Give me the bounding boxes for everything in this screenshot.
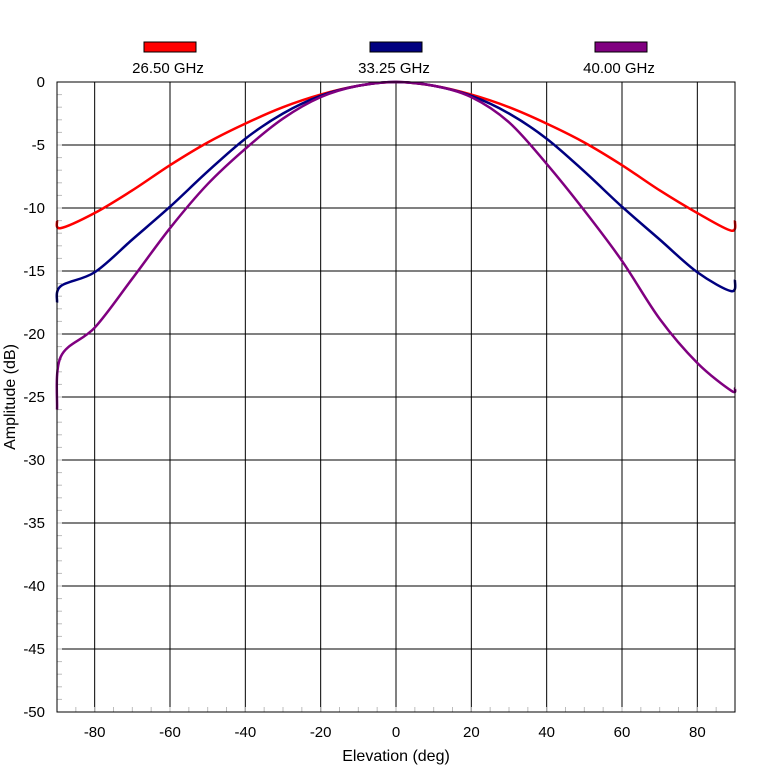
x-tick-label: 80 [689, 724, 706, 741]
x-tick-label: -40 [234, 724, 256, 741]
plot-frame [56, 81, 736, 713]
y-tick-label: -30 [23, 452, 45, 469]
y-tick-label: -10 [23, 200, 45, 217]
legend-swatch [594, 41, 648, 53]
y-tick-label: -45 [23, 641, 45, 658]
y-tick-label: 0 [37, 74, 45, 91]
minor-ticks [56, 81, 736, 713]
legend-label: 26.50 GHz [132, 60, 204, 77]
x-tick-labels: -80 -60 -40 -20 0 20 40 60 80 [84, 724, 706, 741]
x-tick-label: -20 [310, 724, 332, 741]
y-tick-label: -35 [23, 515, 45, 532]
y-tick-labels: 0 -5 -10 -15 -20 -25 -30 -35 -40 -45 -50 [23, 74, 45, 721]
legend-label: 33.25 GHz [358, 60, 430, 77]
legend-swatch [143, 41, 197, 53]
grid [57, 81, 735, 713]
y-tick-label: -25 [23, 389, 45, 406]
y-tick-label: -40 [23, 578, 45, 595]
x-tick-label: 0 [392, 724, 400, 741]
x-tick-label: 40 [538, 724, 555, 741]
y-tick-label: -15 [23, 263, 45, 280]
y-axis-title: Amplitude (dB) [2, 344, 19, 450]
legend-label: 40.00 GHz [583, 60, 655, 77]
x-tick-label: 20 [463, 724, 480, 741]
y-tick-label: -50 [23, 704, 45, 721]
y-tick-label: -20 [23, 326, 45, 343]
x-tick-label: 60 [614, 724, 631, 741]
legend: 26.50 GHz 33.25 GHz 40.00 GHz [132, 41, 655, 77]
x-tick-label: -80 [84, 724, 106, 741]
y-tick-label: -5 [32, 137, 45, 154]
x-axis-title: Elevation (deg) [342, 748, 450, 765]
x-tick-label: -60 [159, 724, 181, 741]
legend-swatch [369, 41, 423, 53]
